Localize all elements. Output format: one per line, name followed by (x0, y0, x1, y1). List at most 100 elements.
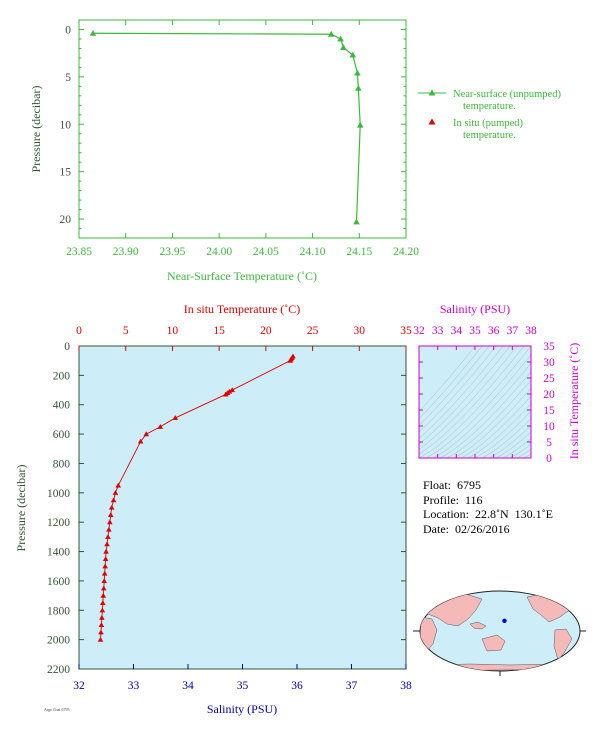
legend-item-near-surface: Near-surface (unpumped) temperature. (418, 89, 561, 112)
salinity-axis: 32 33 34 35 36 37 38 (73, 664, 412, 692)
y-axis-label: Pressure (decibar) (29, 86, 43, 173)
y-axis: 0 5 10 15 20 (60, 24, 406, 230)
density-contour (419, 346, 525, 455)
ts-title: Salinity (PSU) (440, 302, 510, 316)
temperature-tick-label: 5 (123, 325, 129, 337)
temperature-point (107, 519, 113, 525)
temperature-point (103, 548, 109, 554)
pressure-tick-label: 1200 (47, 517, 70, 529)
ts-temperature-tick-label: 15 (543, 405, 555, 417)
x-tick-label: 24.10 (300, 246, 326, 258)
ts-salinity-tick-label: 38 (525, 325, 537, 337)
x-tick-label: 24.15 (346, 246, 372, 258)
density-contour (419, 346, 531, 458)
ts-salinity-axis: 32 33 34 35 36 37 38 (413, 325, 537, 458)
data-point (354, 69, 361, 76)
y-tick-label: 15 (60, 167, 72, 179)
temperature-point (100, 585, 107, 591)
ts-temperature-tick-label: 35 (543, 341, 555, 353)
data-point (337, 35, 344, 42)
temperature-point (157, 423, 164, 429)
ts-temperature-axis: 0 5 10 15 20 25 30 35 (419, 341, 555, 465)
pressure-axis: 0 200 400 600 800 1000 1200 1400 1600 1800 2000 220… (47, 341, 406, 676)
temperature-tick-label: 25 (307, 325, 319, 337)
salinity-tick-label: 37 (346, 680, 358, 692)
temperature-tick-label: 20 (260, 325, 272, 337)
profile-chart: 0 5 10 15 20 25 30 35 32 33 34 35 36 37 38 0 200 400 600… (14, 302, 412, 716)
density-contour (439, 371, 531, 458)
density-contour (419, 346, 483, 419)
temperature-point (229, 387, 236, 393)
x-axis-label: Near-Surface Temperature (˚C) (167, 269, 317, 283)
pressure-tick-label: 200 (53, 370, 71, 382)
temperature-point (102, 563, 108, 569)
salinity-tick-label: 34 (182, 680, 194, 692)
pressure-tick-label: 1800 (47, 605, 70, 617)
density-contour (419, 346, 511, 445)
temperature-tick-label: 10 (167, 325, 179, 337)
temperature-point (104, 541, 110, 547)
ts-temperature-tick-label: 0 (546, 453, 552, 465)
density-contour (488, 425, 531, 458)
float-info: Float: 6795 Profile: 116 Location: 22.8˚… (423, 478, 553, 536)
density-contour (419, 346, 497, 433)
south-america-landmass (553, 628, 573, 661)
ts-temperature-tick-label: 20 (543, 389, 555, 401)
density-contour (530, 457, 531, 458)
density-contour (509, 443, 531, 458)
date: Date: 02/26/2016 (423, 521, 510, 536)
density-contour (419, 346, 504, 439)
density-contour (523, 453, 531, 458)
temperature-point (107, 512, 114, 517)
bottom-axis-label: Salinity (PSU) (207, 702, 277, 716)
ts-salinity-tick-label: 35 (469, 325, 481, 337)
temperature-point (97, 636, 104, 642)
density-contour (453, 387, 531, 458)
legend-marker-near-surface (428, 89, 436, 96)
legend-label-in-situ-2: temperature. (463, 130, 516, 141)
temperature-point (222, 391, 229, 397)
temperature-point (106, 526, 112, 532)
density-contour (419, 346, 476, 412)
ts-salinity-tick-label: 33 (432, 325, 444, 337)
density-contour (460, 395, 531, 458)
pressure-tick-label: 600 (53, 429, 71, 441)
data-point (353, 218, 360, 225)
density-contour (419, 346, 518, 450)
pressure-tick-label: 1600 (47, 576, 70, 588)
density-contour (502, 437, 531, 458)
ts-y-axis-label: In situ Temperature (˚C) (567, 343, 581, 460)
antarctica-landmass (420, 663, 580, 671)
temperature-point (137, 438, 144, 444)
ts-plot-area (419, 346, 531, 458)
density-contour (446, 379, 531, 458)
temperature-point (98, 622, 105, 628)
near-surface-chart: 23.85 23.90 23.95 24.00 24.05 24.10 24.15 24.20… (29, 19, 561, 283)
temperature-point (101, 578, 108, 584)
y-tick-label: 5 (65, 72, 71, 84)
density-contour (419, 346, 490, 426)
density-contour (516, 449, 531, 458)
temperature-tick-label: 30 (354, 325, 366, 337)
x-tick-label: 24.20 (393, 246, 419, 258)
location: Location: 22.8˚N 130.1˚E (423, 507, 553, 521)
salinity-tick-label: 38 (400, 680, 412, 692)
temperature-series (97, 353, 296, 642)
density-contour (495, 431, 531, 458)
data-point (89, 29, 97, 36)
temperature-tick-label: 35 (400, 325, 412, 337)
x-tick-label: 23.85 (66, 246, 92, 258)
africa-landmass (420, 616, 438, 653)
location-map (413, 590, 586, 676)
legend-marker-in-situ (428, 118, 436, 125)
temperature-point (105, 534, 111, 539)
density-contour (432, 363, 531, 458)
footer-stamp: Argo float 6795 (44, 707, 70, 712)
temperature-point (108, 504, 115, 510)
density-contour (481, 418, 531, 458)
x-tick-label: 24.05 (253, 246, 279, 258)
x-tick-label: 23.90 (113, 246, 139, 258)
temperature-point (102, 556, 109, 561)
salinity-tick-label: 36 (291, 680, 303, 692)
legend-label-near-surface-2: temperature. (463, 101, 516, 112)
